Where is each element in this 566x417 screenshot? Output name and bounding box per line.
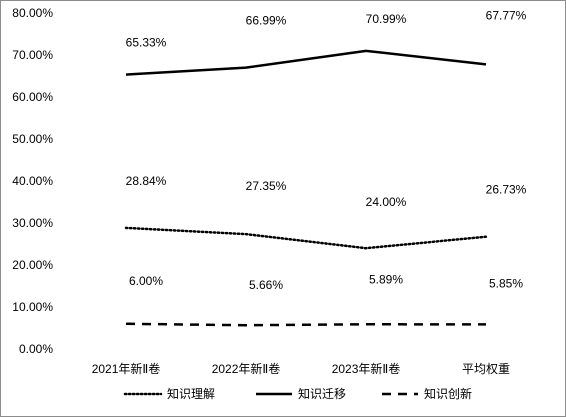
series-line-solid [125, 49, 487, 76]
y-tick-label: 20.00% [12, 258, 53, 272]
data-label: 6.00% [129, 274, 163, 288]
x-axis-tick-labels: 2021年新Ⅱ卷 2022年新Ⅱ卷 2023年新Ⅱ卷 平均权重 [92, 361, 510, 376]
data-label: 5.85% [489, 276, 523, 290]
x-tick-label: 2023年新Ⅱ卷 [332, 361, 401, 376]
y-axis-tick-labels: 0.00% 10.00% 20.00% 30.00% 40.00% 50.00% 60.00… [12, 6, 53, 356]
data-label: 66.99% [246, 14, 287, 28]
data-label: 27.35% [246, 179, 287, 193]
data-label: 5.89% [369, 272, 403, 286]
y-tick-label: 50.00% [12, 132, 53, 146]
data-label: 5.66% [249, 278, 283, 292]
y-tick-label: 40.00% [12, 174, 53, 188]
y-tick-label: 0.00% [19, 342, 53, 356]
data-label: 70.99% [366, 12, 407, 26]
y-tick-label: 10.00% [12, 300, 53, 314]
data-labels: 28.84% 27.35% 24.00% 26.73% 65.33% 66.99% 70.9… [126, 8, 527, 292]
data-label: 24.00% [366, 195, 407, 209]
x-tick-label: 2022年新Ⅱ卷 [212, 361, 281, 376]
legend-label: 知识迁移 [298, 387, 346, 401]
x-tick-label: 2021年新Ⅱ卷 [92, 361, 161, 376]
y-tick-label: 60.00% [12, 90, 53, 104]
legend-label: 知识创新 [424, 386, 472, 401]
y-tick-label: 30.00% [12, 216, 53, 230]
data-label: 26.73% [486, 183, 527, 197]
series-line-dashed [125, 322, 487, 327]
y-tick-label: 80.00% [12, 6, 53, 20]
series-line-dotted [124, 226, 488, 250]
series-lines [124, 49, 488, 327]
x-tick-label: 平均权重 [462, 362, 510, 376]
legend-label: 知识理解 [167, 387, 215, 401]
data-label: 65.33% [126, 36, 167, 50]
y-tick-label: 70.00% [12, 48, 53, 62]
legend: 知识理解 知识迁移 知识创新 [123, 386, 472, 401]
data-label: 28.84% [126, 174, 167, 188]
data-label: 67.77% [486, 8, 527, 22]
